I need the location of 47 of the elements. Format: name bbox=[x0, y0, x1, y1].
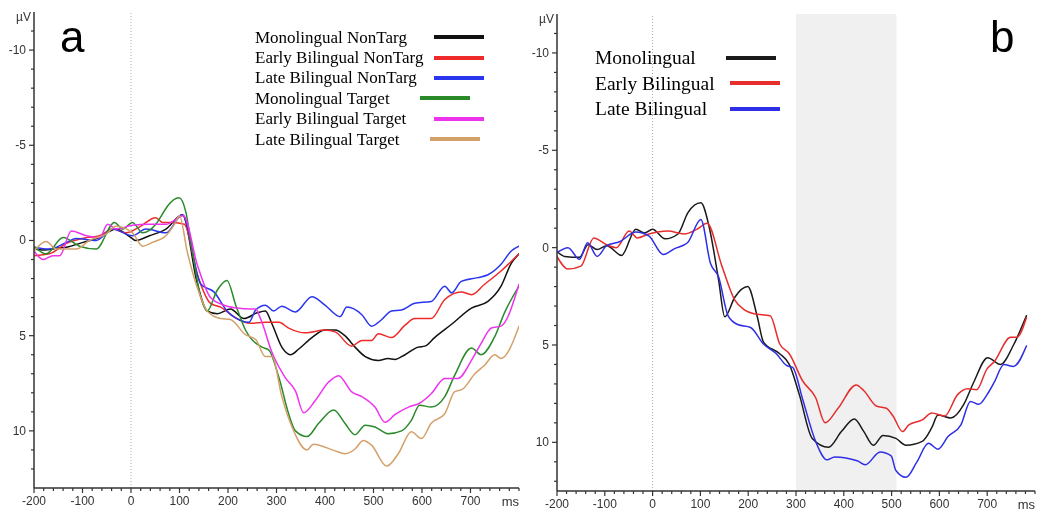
legend-label: Monolingual NonTarg bbox=[255, 27, 407, 47]
x-axis-title: ms bbox=[501, 494, 520, 509]
x-tick-label: 0 bbox=[127, 494, 135, 508]
y-tick-label: 0 bbox=[542, 240, 550, 255]
chart-title: b bbox=[990, 12, 1015, 61]
line-series bbox=[557, 218, 1028, 479]
y-tick-label: -10 bbox=[8, 43, 27, 58]
x-tick-label: 200 bbox=[738, 497, 759, 511]
y-tick-label: -10 bbox=[531, 45, 550, 60]
legend-label: Early Bilingual Target bbox=[255, 109, 407, 129]
x-tick-label: 700 bbox=[977, 497, 998, 511]
legend-label: Late Bilingual bbox=[595, 98, 708, 119]
y-tick-label: 0 bbox=[19, 233, 27, 248]
x-tick-label: 300 bbox=[785, 497, 807, 511]
line-series bbox=[34, 214, 519, 467]
x-tick-label: 100 bbox=[690, 497, 711, 511]
x-tick-label: 300 bbox=[266, 494, 287, 508]
y-tick-label: 5 bbox=[19, 328, 27, 343]
chart-title: a bbox=[60, 12, 85, 61]
y-axis-title: µV bbox=[16, 10, 31, 24]
x-tick-label: 400 bbox=[314, 494, 336, 508]
x-tick-label: -100 bbox=[592, 497, 618, 511]
legend-label: Monolingual Target bbox=[255, 88, 390, 108]
x-tick-label: -200 bbox=[544, 497, 570, 511]
y-axis-title: µV bbox=[539, 12, 554, 26]
x-tick-label: -200 bbox=[21, 494, 47, 508]
legend-label: Late Bilingual NonTarg bbox=[255, 68, 417, 88]
x-tick-label: 700 bbox=[460, 494, 481, 508]
x-tick-label: 200 bbox=[217, 494, 239, 508]
y-tick-label: 10 bbox=[12, 423, 27, 438]
x-tick-label: 600 bbox=[411, 494, 433, 508]
x-tick-label: 500 bbox=[881, 497, 902, 511]
legend-label: Monolingual bbox=[595, 47, 696, 68]
y-tick-label: 10 bbox=[535, 435, 550, 450]
x-tick-label: 500 bbox=[363, 494, 384, 508]
legend-label: Early Bilingual bbox=[595, 72, 715, 94]
x-tick-label: 0 bbox=[649, 497, 657, 511]
x-tick-label: -100 bbox=[70, 494, 95, 508]
legend-label: Early Bilingual NonTarg bbox=[255, 48, 424, 68]
x-tick-label: 400 bbox=[833, 497, 855, 511]
y-tick-label: -5 bbox=[15, 138, 27, 153]
legend-label: Late Bilingual Target bbox=[255, 129, 400, 149]
x-axis-title: ms bbox=[1017, 497, 1036, 512]
x-tick-label: 600 bbox=[929, 497, 950, 511]
x-tick-label: 100 bbox=[169, 494, 190, 508]
y-tick-label: 5 bbox=[542, 337, 550, 352]
y-tick-label: -5 bbox=[538, 143, 550, 158]
